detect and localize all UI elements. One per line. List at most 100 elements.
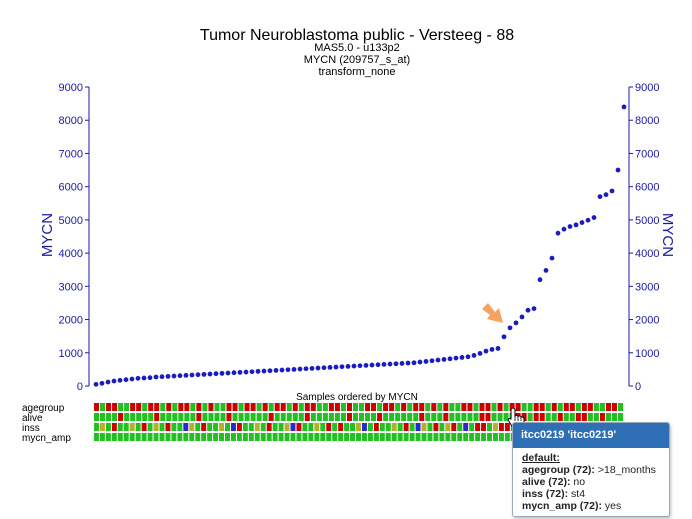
track-cell-agegroup[interactable]	[346, 403, 352, 411]
track-cell-mycn-amp[interactable]	[492, 433, 498, 441]
track-cell-mycn-amp[interactable]	[230, 433, 236, 441]
track-cell-inss[interactable]	[498, 423, 504, 431]
track-cell-alive[interactable]	[280, 413, 286, 421]
track-cell-agegroup[interactable]	[605, 403, 611, 411]
track-cell-mycn-amp[interactable]	[99, 433, 105, 441]
track-cell-inss[interactable]	[326, 423, 332, 431]
track-cell-agegroup[interactable]	[467, 403, 473, 411]
track-cell-mycn-amp[interactable]	[213, 433, 219, 441]
track-cell-inss[interactable]	[242, 423, 248, 431]
track-cell-agegroup[interactable]	[473, 403, 479, 411]
track-cell-alive[interactable]	[569, 413, 575, 421]
track-cell-agegroup[interactable]	[244, 403, 250, 411]
track-cell-agegroup[interactable]	[383, 403, 389, 411]
track-cell-mycn-amp[interactable]	[248, 433, 254, 441]
track-cell-alive[interactable]	[359, 413, 365, 421]
track-cell-alive[interactable]	[328, 413, 334, 421]
track-cell-inss[interactable]	[332, 423, 338, 431]
track-cell-agegroup[interactable]	[100, 403, 106, 411]
track-cell-inss[interactable]	[111, 423, 117, 431]
track-cell-inss[interactable]	[254, 423, 260, 431]
track-cell-alive[interactable]	[166, 413, 172, 421]
track-cell-agegroup[interactable]	[425, 403, 431, 411]
track-cell-inss[interactable]	[219, 423, 225, 431]
track-cell-agegroup[interactable]	[202, 403, 208, 411]
track-cell-alive[interactable]	[274, 413, 280, 421]
track-cell-inss[interactable]	[195, 423, 201, 431]
track-cell-mycn-amp[interactable]	[254, 433, 260, 441]
track-cell-agegroup[interactable]	[371, 403, 377, 411]
track-cell-mycn-amp[interactable]	[94, 433, 99, 441]
track-cell-agegroup[interactable]	[274, 403, 280, 411]
track-cell-mycn-amp[interactable]	[409, 433, 415, 441]
track-cell-inss[interactable]	[272, 423, 278, 431]
track-cell-mycn-amp[interactable]	[308, 433, 314, 441]
track-cell-agegroup[interactable]	[130, 403, 136, 411]
track-cell-alive[interactable]	[106, 413, 112, 421]
track-cell-agegroup[interactable]	[190, 403, 196, 411]
track-cell-inss[interactable]	[105, 423, 111, 431]
track-cell-alive[interactable]	[461, 413, 467, 421]
track-cell-mycn-amp[interactable]	[451, 433, 457, 441]
track-cell-alive[interactable]	[431, 413, 437, 421]
track-cell-mycn-amp[interactable]	[207, 433, 213, 441]
track-cell-agegroup[interactable]	[154, 403, 160, 411]
track-cell-alive[interactable]	[473, 413, 479, 421]
track-cell-agegroup[interactable]	[310, 403, 316, 411]
track-cell-mycn-amp[interactable]	[302, 433, 308, 441]
track-cell-inss[interactable]	[451, 423, 457, 431]
track-cell-agegroup[interactable]	[443, 403, 449, 411]
track-cell-agegroup[interactable]	[419, 403, 425, 411]
track-cell-mycn-amp[interactable]	[433, 433, 439, 441]
track-cell-alive[interactable]	[365, 413, 371, 421]
track-cell-inss[interactable]	[135, 423, 141, 431]
track-cell-alive[interactable]	[413, 413, 419, 421]
track-cell-inss[interactable]	[165, 423, 171, 431]
track-cell-agegroup[interactable]	[352, 403, 358, 411]
track-cell-agegroup[interactable]	[509, 403, 515, 411]
track-cell-inss[interactable]	[129, 423, 135, 431]
track-cell-alive[interactable]	[292, 413, 298, 421]
track-cell-inss[interactable]	[469, 423, 475, 431]
track-cell-inss[interactable]	[463, 423, 469, 431]
track-cell-alive[interactable]	[262, 413, 268, 421]
track-cell-alive[interactable]	[154, 413, 160, 421]
track-cell-inss[interactable]	[457, 423, 463, 431]
track-cell-mycn-amp[interactable]	[183, 433, 189, 441]
track-cell-inss[interactable]	[159, 423, 165, 431]
track-cell-agegroup[interactable]	[557, 403, 563, 411]
track-cell-alive[interactable]	[581, 413, 587, 421]
track-cell-inss[interactable]	[427, 423, 433, 431]
track-cell-alive[interactable]	[238, 413, 244, 421]
track-cell-inss[interactable]	[409, 423, 415, 431]
track-cell-mycn-amp[interactable]	[266, 433, 272, 441]
track-cell-inss[interactable]	[445, 423, 451, 431]
track-cell-alive[interactable]	[250, 413, 256, 421]
track-cell-inss[interactable]	[207, 423, 213, 431]
track-cell-alive[interactable]	[298, 413, 304, 421]
track-cell-mycn-amp[interactable]	[117, 433, 123, 441]
track-cell-alive[interactable]	[340, 413, 346, 421]
track-cell-mycn-amp[interactable]	[373, 433, 379, 441]
track-cell-agegroup[interactable]	[515, 403, 521, 411]
track-cell-inss[interactable]	[379, 423, 385, 431]
track-cell-alive[interactable]	[449, 413, 455, 421]
track-cell-agegroup[interactable]	[256, 403, 262, 411]
track-cell-agegroup[interactable]	[413, 403, 419, 411]
track-cell-agegroup[interactable]	[455, 403, 461, 411]
track-cell-inss[interactable]	[367, 423, 373, 431]
track-cell-alive[interactable]	[383, 413, 389, 421]
track-cell-inss[interactable]	[475, 423, 481, 431]
track-cell-agegroup[interactable]	[359, 403, 365, 411]
track-cell-agegroup[interactable]	[340, 403, 346, 411]
track-cell-inss[interactable]	[201, 423, 207, 431]
track-cell-agegroup[interactable]	[599, 403, 605, 411]
track-cell-alive[interactable]	[118, 413, 124, 421]
track-cell-mycn-amp[interactable]	[272, 433, 278, 441]
track-cell-mycn-amp[interactable]	[481, 433, 487, 441]
track-cell-agegroup[interactable]	[280, 403, 286, 411]
track-cell-mycn-amp[interactable]	[153, 433, 159, 441]
track-cell-inss[interactable]	[225, 423, 230, 431]
track-cell-alive[interactable]	[214, 413, 220, 421]
track-cell-agegroup[interactable]	[184, 403, 190, 411]
